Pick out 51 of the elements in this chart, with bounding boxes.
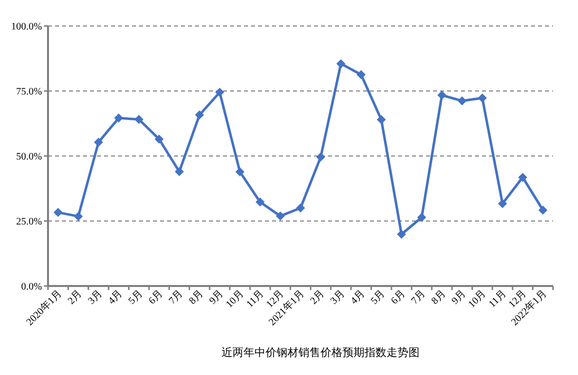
point xyxy=(215,88,224,97)
x-tick-label: 8月 xyxy=(187,288,206,307)
x-tick-label: 2月 xyxy=(66,288,84,307)
point xyxy=(518,172,528,182)
point xyxy=(316,152,326,162)
x-tick-label: 10月 xyxy=(224,288,246,310)
y-tick-label: 0.0% xyxy=(21,282,42,292)
x-tick-label: 7月 xyxy=(167,288,186,307)
point xyxy=(458,96,467,106)
x-tick-label: 10月 xyxy=(466,288,488,310)
x-tick-label: 11月 xyxy=(486,288,509,310)
x-tick-label: 4月 xyxy=(348,288,368,307)
x-tick-label: 5月 xyxy=(369,288,388,307)
x-tick-label: 6月 xyxy=(146,288,166,307)
point xyxy=(376,115,386,124)
x-tick-label: 3月 xyxy=(86,288,105,307)
point xyxy=(478,94,487,103)
point xyxy=(296,204,305,212)
y-tick-label: 75.0% xyxy=(16,86,42,98)
x-tick-label: 8月 xyxy=(430,288,448,307)
point xyxy=(538,206,548,215)
x-tick-label: 9月 xyxy=(450,288,468,307)
point xyxy=(235,167,244,176)
point xyxy=(134,114,144,124)
point xyxy=(256,198,265,207)
x-tick-label: 3月 xyxy=(328,288,348,307)
x-tick-label: 6月 xyxy=(389,288,408,307)
x-tick-label: 4月 xyxy=(106,288,125,307)
point xyxy=(174,167,184,176)
x-tick-label: 9月 xyxy=(207,288,226,307)
point xyxy=(74,212,83,221)
text: 近两年中价钢材销售价格预期指数走势图 xyxy=(222,346,420,359)
x-tick-label: 5月 xyxy=(126,288,146,307)
point xyxy=(154,134,164,144)
point xyxy=(498,199,507,208)
x-tick-label: 2月 xyxy=(308,288,327,307)
point xyxy=(114,114,124,123)
y-tick-label: 100.0% xyxy=(11,22,42,32)
point xyxy=(336,59,346,68)
y-tick-label: 25.0% xyxy=(16,216,42,228)
y-tick-label: 50.0% xyxy=(16,152,42,162)
point xyxy=(437,90,446,100)
point xyxy=(417,212,426,222)
point xyxy=(94,138,103,147)
x-tick-label: 7月 xyxy=(409,288,428,307)
point xyxy=(54,208,63,217)
x-tick-label: 11月 xyxy=(244,288,266,310)
point xyxy=(195,110,204,120)
point xyxy=(397,230,406,239)
point xyxy=(356,70,366,80)
point xyxy=(276,212,285,221)
